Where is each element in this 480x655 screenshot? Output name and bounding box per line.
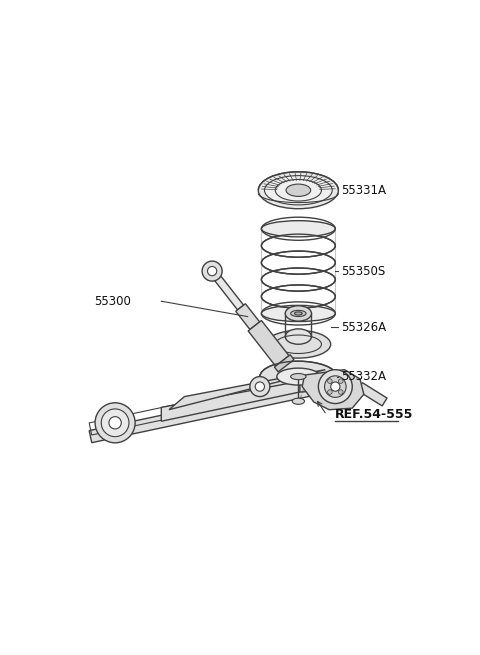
Polygon shape	[209, 269, 243, 310]
Ellipse shape	[338, 379, 343, 383]
Ellipse shape	[255, 382, 264, 391]
Text: 55331A: 55331A	[341, 184, 386, 196]
Text: 55332A: 55332A	[341, 370, 386, 383]
Ellipse shape	[327, 379, 332, 383]
Polygon shape	[248, 320, 289, 366]
Polygon shape	[358, 383, 387, 406]
Ellipse shape	[331, 382, 340, 391]
Ellipse shape	[291, 310, 306, 316]
Ellipse shape	[285, 329, 312, 345]
Polygon shape	[236, 304, 260, 329]
Ellipse shape	[260, 361, 337, 392]
Text: 55350S: 55350S	[341, 265, 385, 278]
Ellipse shape	[286, 184, 311, 196]
Text: REF.54-555: REF.54-555	[335, 408, 413, 421]
Ellipse shape	[295, 312, 302, 315]
Polygon shape	[169, 369, 325, 409]
Ellipse shape	[262, 221, 336, 237]
Ellipse shape	[202, 261, 222, 281]
Ellipse shape	[207, 267, 217, 276]
Ellipse shape	[262, 305, 336, 322]
Ellipse shape	[95, 403, 135, 443]
Polygon shape	[275, 355, 294, 372]
Ellipse shape	[327, 390, 332, 394]
Text: 55326A: 55326A	[341, 321, 386, 334]
Ellipse shape	[264, 176, 332, 205]
Ellipse shape	[101, 409, 129, 437]
Ellipse shape	[324, 376, 346, 398]
Ellipse shape	[109, 417, 121, 429]
Ellipse shape	[292, 398, 304, 404]
Ellipse shape	[266, 330, 331, 358]
Ellipse shape	[338, 390, 343, 394]
Ellipse shape	[318, 369, 352, 403]
Polygon shape	[89, 384, 309, 443]
Ellipse shape	[285, 306, 312, 321]
Ellipse shape	[291, 373, 306, 380]
Polygon shape	[302, 369, 364, 409]
Ellipse shape	[250, 377, 270, 397]
Polygon shape	[161, 381, 300, 421]
Ellipse shape	[258, 172, 338, 209]
Text: 55300: 55300	[94, 295, 131, 308]
Ellipse shape	[277, 368, 320, 385]
